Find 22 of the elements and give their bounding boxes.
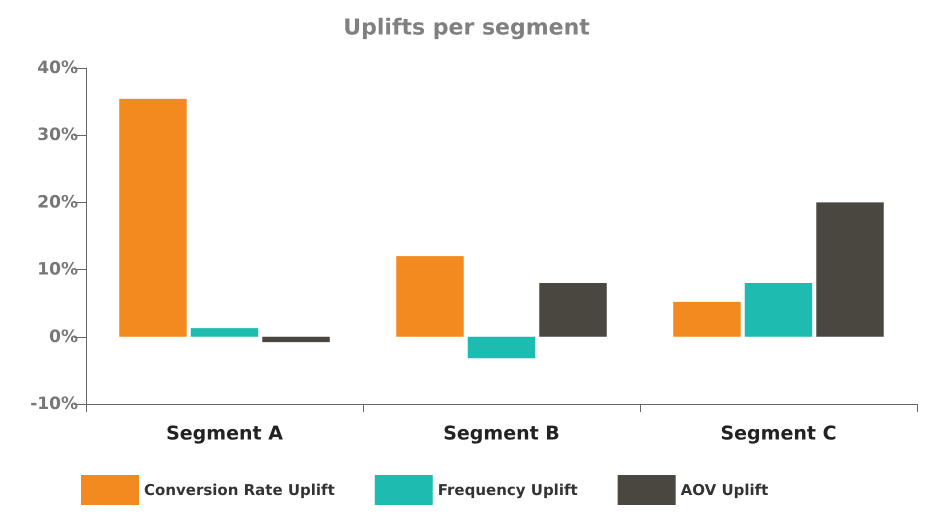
legend-label: Conversion Rate Uplift: [144, 481, 335, 499]
bar: [262, 336, 330, 342]
bar: [539, 283, 607, 337]
x-tick-label: Segment B: [443, 422, 560, 444]
x-tick-label: Segment C: [720, 422, 837, 444]
x-tick-label: Segment A: [166, 422, 284, 444]
legend-label: Frequency Uplift: [438, 481, 578, 499]
y-tick-label: 0%: [49, 326, 78, 347]
y-tick-label: 40%: [37, 58, 78, 78]
bar: [673, 302, 741, 337]
y-tick-label: 30%: [37, 125, 78, 146]
bar: [816, 202, 884, 337]
y-tick-label: 20%: [37, 192, 78, 212]
bar: [119, 98, 187, 337]
y-tick-label: -10%: [30, 394, 78, 414]
bar: [744, 283, 812, 337]
bar: [468, 336, 536, 358]
y-tick-label: 10%: [37, 260, 78, 280]
bar: [190, 328, 258, 337]
legend-label: AOV Uplift: [680, 481, 768, 499]
chart-title: Uplifts per segment: [343, 16, 590, 40]
bar: [396, 256, 464, 337]
